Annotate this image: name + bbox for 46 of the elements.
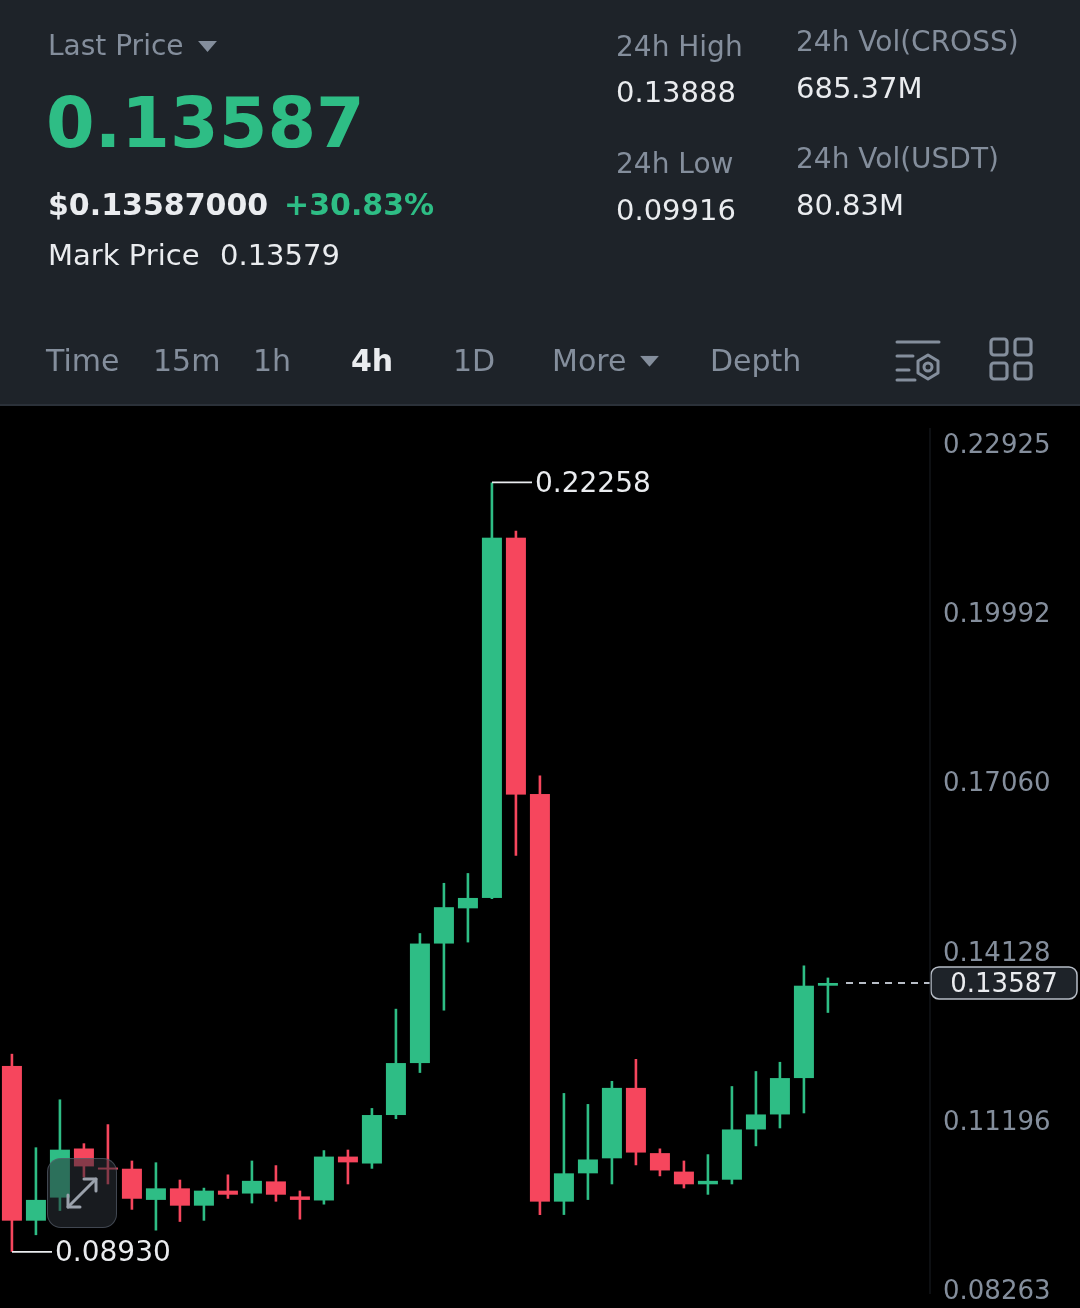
y-tick-label: 0.22925 bbox=[943, 428, 1051, 459]
text: 0.13587 bbox=[46, 81, 365, 164]
candlestick bbox=[97, 1122, 118, 1186]
text: 685.37M bbox=[796, 71, 923, 106]
candlestick bbox=[649, 1147, 670, 1178]
candlestick bbox=[265, 1163, 286, 1203]
candlestick bbox=[193, 1186, 214, 1222]
text: 80.83M bbox=[796, 188, 905, 223]
text: 1h bbox=[253, 342, 292, 379]
candlestick bbox=[145, 1161, 166, 1232]
text: Mark Price bbox=[48, 238, 200, 273]
candlestick bbox=[25, 1146, 46, 1237]
text: 0.13579 bbox=[220, 238, 340, 273]
text: Last Price bbox=[48, 28, 184, 63]
annotation: 0.22258 bbox=[535, 465, 651, 499]
text: +30.83% bbox=[284, 186, 435, 223]
text: 0.09916 bbox=[616, 193, 736, 228]
candlestick bbox=[169, 1178, 190, 1224]
text: 24h High bbox=[616, 29, 743, 64]
y-tick-label: 0.17060 bbox=[943, 767, 1051, 798]
y-tick-label: 0.11196 bbox=[943, 1106, 1051, 1137]
candlestick bbox=[673, 1159, 694, 1190]
text: $0.13587000 bbox=[48, 186, 269, 223]
text: Time bbox=[46, 342, 120, 379]
candlestick bbox=[73, 1142, 94, 1179]
text: 1D bbox=[453, 342, 496, 379]
annotation: 0.08930 bbox=[55, 1235, 171, 1269]
candlestick bbox=[577, 1102, 598, 1202]
text: 24h Vol(CROSS) bbox=[796, 24, 1019, 59]
text: More bbox=[552, 342, 627, 379]
text: 4h bbox=[351, 342, 394, 379]
text: 24h Low bbox=[616, 146, 734, 181]
candlestick bbox=[817, 976, 838, 1015]
candlestick bbox=[457, 871, 478, 944]
text: Depth bbox=[710, 342, 802, 379]
y-tick-label: 0.14128 bbox=[943, 936, 1051, 967]
y-tick-label: 0.19992 bbox=[943, 598, 1051, 629]
text: 0.13888 bbox=[616, 75, 736, 110]
candlestick bbox=[217, 1173, 238, 1201]
candlestick bbox=[745, 1069, 766, 1148]
y-tick-label: 0.08263 bbox=[943, 1275, 1051, 1306]
ref-line-label: 0.13587 bbox=[950, 967, 1058, 998]
candlestick bbox=[241, 1159, 262, 1205]
candlestick bbox=[289, 1189, 310, 1221]
text: 15m bbox=[153, 342, 221, 379]
text: 24h Vol(USDT) bbox=[796, 141, 999, 176]
